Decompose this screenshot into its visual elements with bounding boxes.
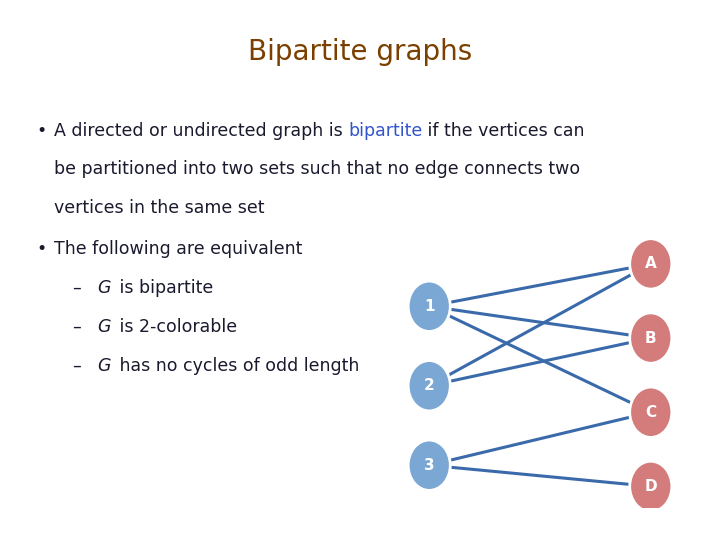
- Text: D: D: [644, 479, 657, 494]
- Circle shape: [408, 281, 450, 332]
- Text: The following are equivalent: The following are equivalent: [54, 240, 302, 258]
- Circle shape: [630, 313, 672, 363]
- Text: is 2-colorable: is 2-colorable: [114, 318, 237, 336]
- Text: G: G: [97, 357, 111, 375]
- Text: –: –: [72, 318, 81, 336]
- Text: A directed or undirected graph is: A directed or undirected graph is: [54, 122, 348, 139]
- Text: has no cycles of odd length: has no cycles of odd length: [114, 357, 359, 375]
- Text: 3: 3: [424, 458, 435, 472]
- Circle shape: [630, 387, 672, 437]
- Text: bipartite: bipartite: [348, 122, 423, 139]
- Text: Bipartite graphs: Bipartite graphs: [248, 38, 472, 66]
- Circle shape: [630, 461, 672, 511]
- Text: –: –: [72, 357, 81, 375]
- Text: 2: 2: [424, 378, 435, 393]
- Circle shape: [630, 239, 672, 289]
- Text: B: B: [645, 330, 657, 346]
- Text: A: A: [645, 256, 657, 272]
- Text: G: G: [97, 279, 111, 297]
- Text: –: –: [72, 279, 81, 297]
- Text: •: •: [36, 240, 46, 258]
- Text: •: •: [36, 122, 46, 139]
- Text: if the vertices can: if the vertices can: [423, 122, 585, 139]
- Text: is bipartite: is bipartite: [114, 279, 213, 297]
- Circle shape: [408, 361, 450, 411]
- Text: vertices in the same set: vertices in the same set: [54, 199, 264, 217]
- Circle shape: [408, 440, 450, 490]
- Text: be partitioned into two sets such that no edge connects two: be partitioned into two sets such that n…: [54, 160, 580, 178]
- Text: 1: 1: [424, 299, 434, 314]
- Text: C: C: [645, 405, 657, 420]
- Text: G: G: [97, 318, 111, 336]
